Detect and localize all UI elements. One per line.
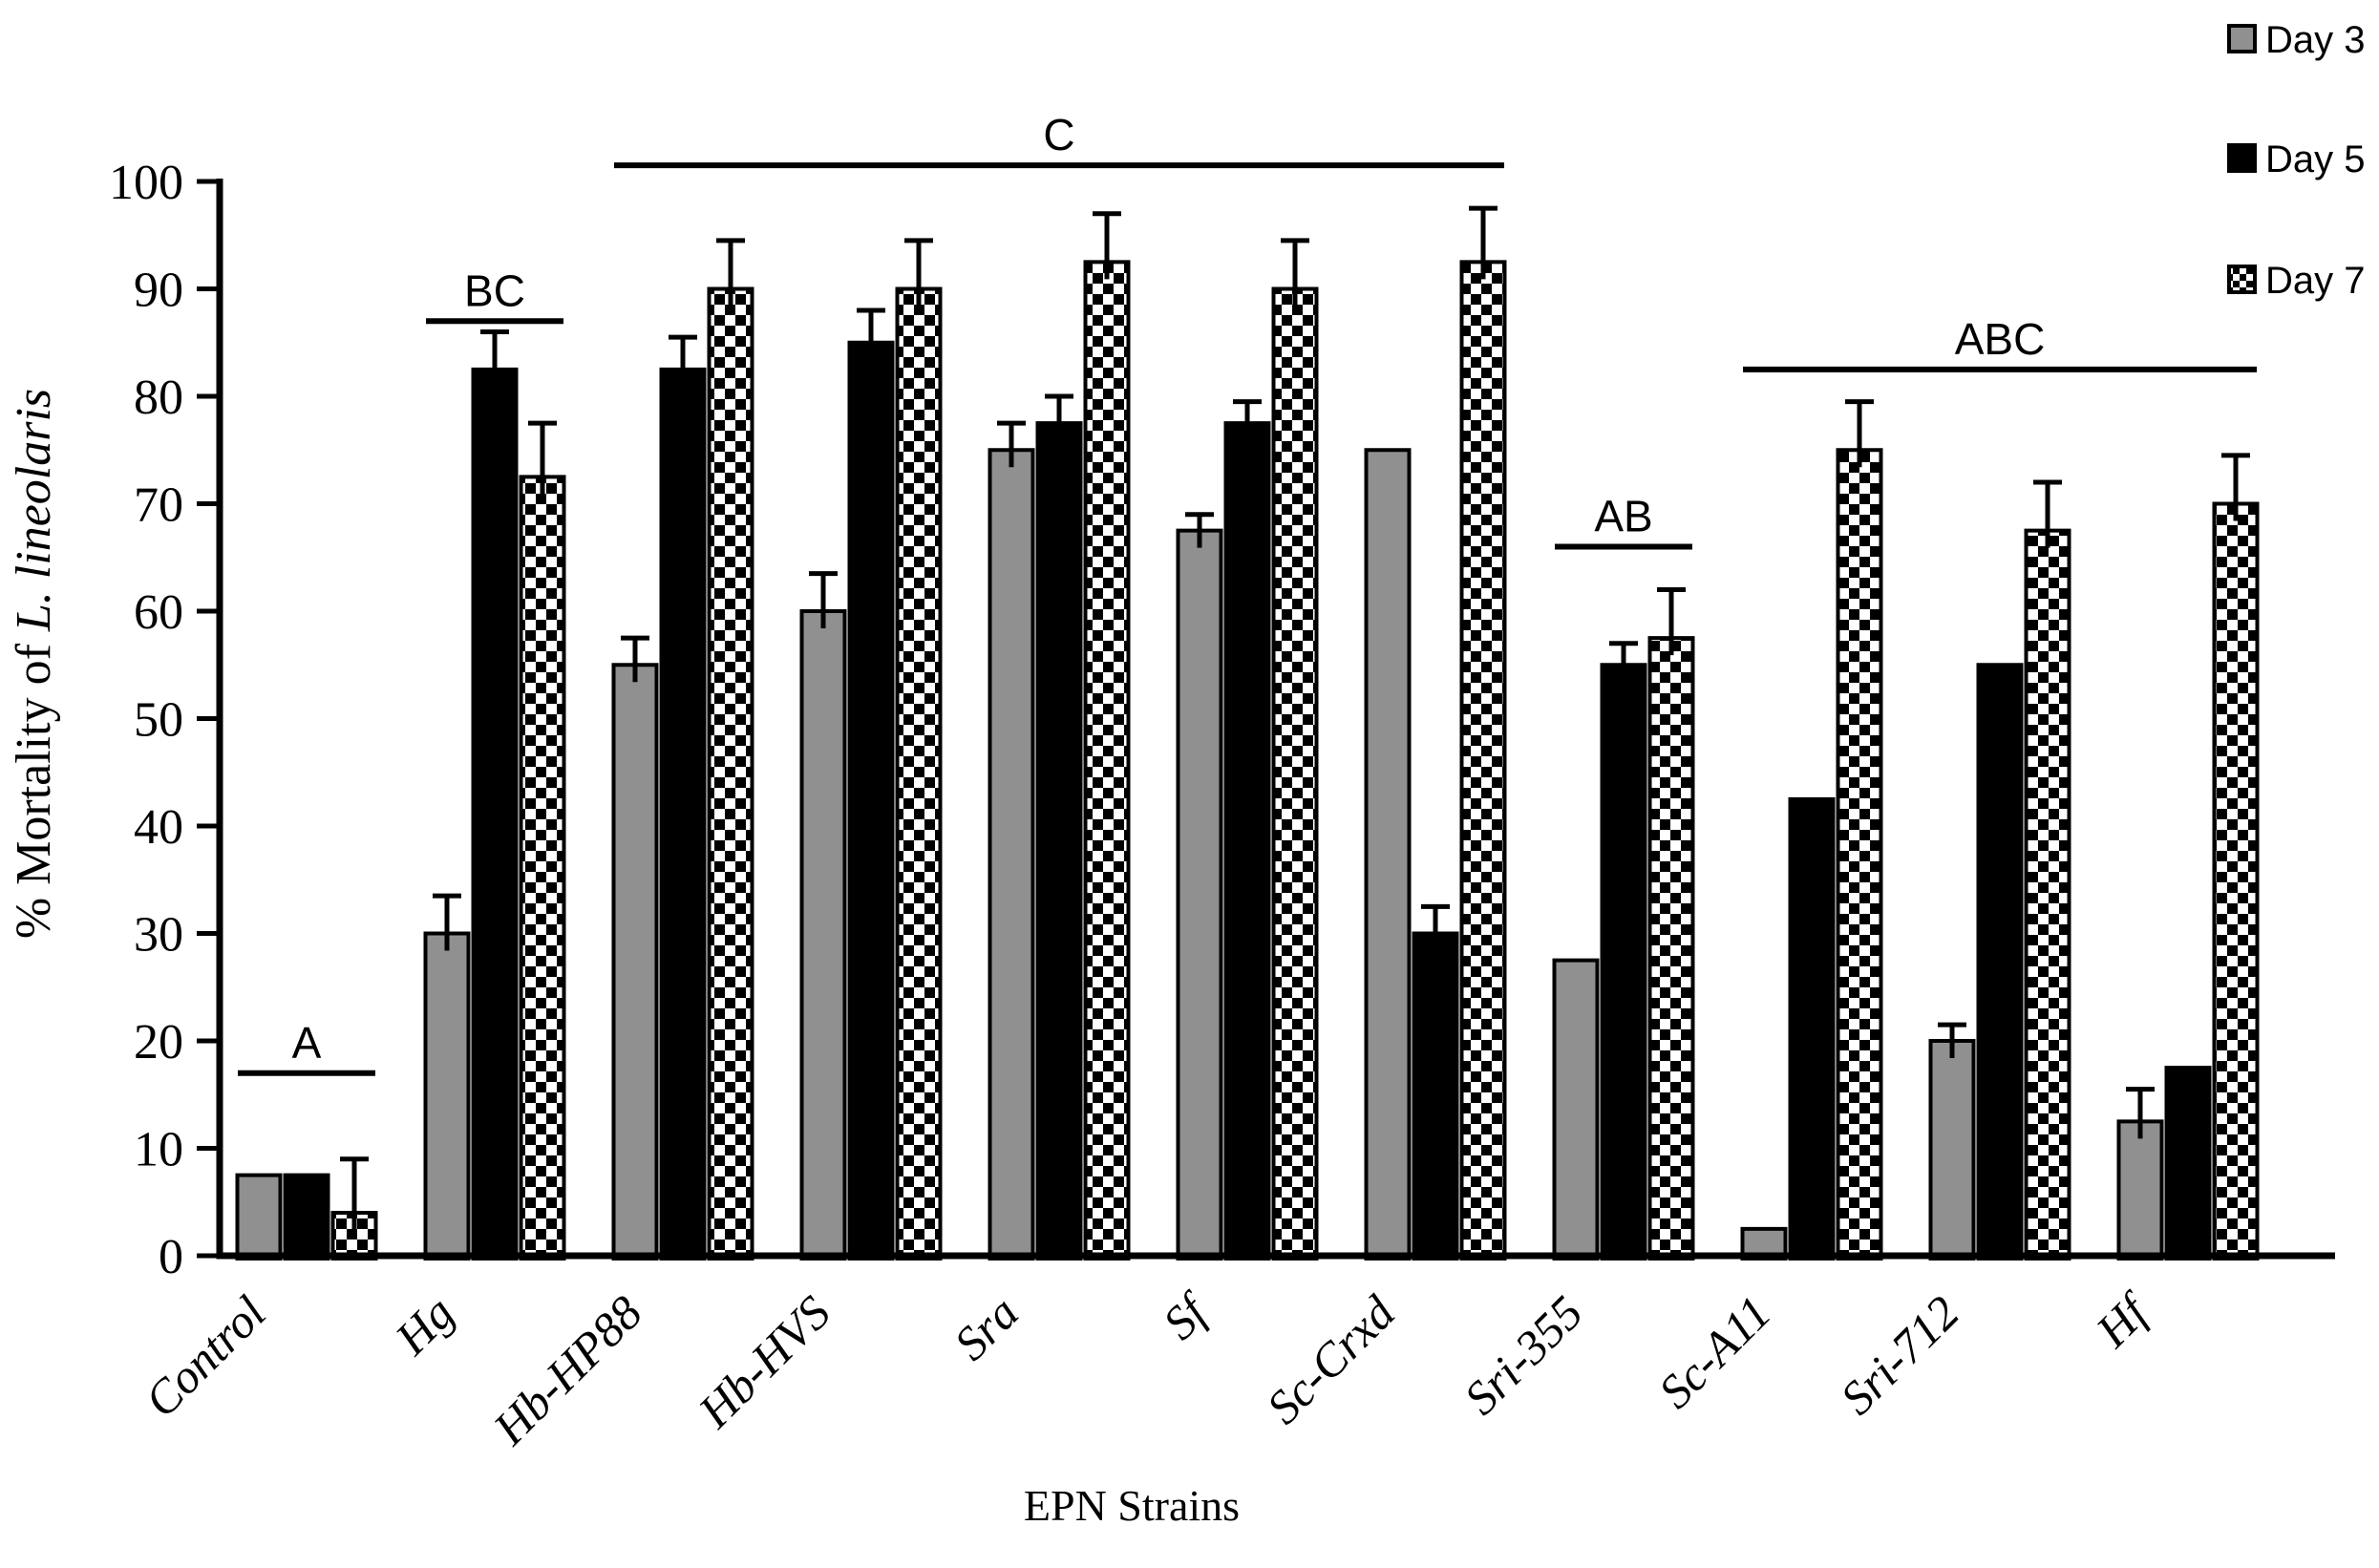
x-category-label-hb-hvs: Hb-HVS xyxy=(688,1285,840,1438)
bar-day7-sri-355 xyxy=(1647,636,1695,1261)
y-tick-label: 80 xyxy=(134,371,183,425)
bar-day7-hg xyxy=(519,475,566,1261)
bar-day5-hf xyxy=(2164,1066,2212,1261)
x-category-label-control: Control xyxy=(134,1285,275,1427)
bar-day3-control xyxy=(235,1173,283,1261)
legend-marker-day7 xyxy=(2227,265,2257,294)
bar-day5-sc-a11 xyxy=(1788,796,1836,1261)
bar-day5-control xyxy=(283,1173,330,1261)
y-tick-label: 30 xyxy=(134,908,183,963)
bar-day7-sf xyxy=(1271,286,1319,1261)
bar-day5-hb-hp88 xyxy=(659,367,707,1261)
bar-day3-hg xyxy=(423,931,471,1261)
bar-day7-hb-hvs xyxy=(895,286,943,1261)
y-tick-label: 20 xyxy=(134,1015,183,1070)
bar-day3-hf xyxy=(2116,1119,2164,1261)
bar-day3-sra xyxy=(988,448,1035,1261)
bar-day3-sri-712 xyxy=(1928,1039,1976,1261)
y-tick-label: 40 xyxy=(134,800,183,855)
bar-day7-sc-a11 xyxy=(1836,448,1883,1261)
y-tick-label: 10 xyxy=(134,1123,183,1177)
significance-label-ab: AB xyxy=(1594,492,1652,541)
bar-day5-sc-crxd xyxy=(1412,931,1459,1261)
legend-label-day5: Day 5 xyxy=(2265,138,2366,180)
bar-day5-sra xyxy=(1035,421,1083,1261)
x-category-label-sf: Sf xyxy=(1153,1282,1221,1349)
y-tick-label: 70 xyxy=(134,478,183,533)
bar-day3-hb-hvs xyxy=(799,609,847,1261)
bar-day5-hg xyxy=(471,367,519,1261)
bar-day7-hf xyxy=(2212,501,2260,1261)
significance-label-c: C xyxy=(1043,110,1074,159)
bar-day3-sf xyxy=(1176,528,1223,1261)
y-tick-label: 90 xyxy=(134,264,183,318)
bar-day7-sc-crxd xyxy=(1459,260,1507,1261)
x-category-label-hg: Hg xyxy=(384,1285,464,1366)
bar-day3-sc-crxd xyxy=(1364,448,1412,1261)
bar-day5-sri-712 xyxy=(1976,663,2024,1261)
x-category-label-hf: Hf xyxy=(2085,1282,2161,1358)
y-tick-label: 0 xyxy=(159,1230,183,1284)
x-category-label-hb-hp88: Hb-HP88 xyxy=(482,1285,652,1455)
bar-day7-hb-hp88 xyxy=(707,286,754,1261)
significance-label-bc: BC xyxy=(464,265,525,315)
legend-label-day7: Day 7 xyxy=(2265,260,2366,302)
y-tick-label: 50 xyxy=(134,693,183,748)
bar-day3-hb-hp88 xyxy=(611,663,659,1261)
bar-day5-hb-hvs xyxy=(847,340,895,1261)
x-axis-title: EPN Strains xyxy=(1024,1481,1240,1530)
bar-day3-sri-355 xyxy=(1552,958,1600,1261)
legend-marker-day5 xyxy=(2227,143,2257,173)
x-category-label-sri-355: Sri-355 xyxy=(1454,1285,1593,1425)
x-category-label-sra: Sra xyxy=(944,1285,1029,1370)
x-category-label-sc-crxd: Sc-Crxd xyxy=(1256,1284,1405,1433)
bar-day5-sri-355 xyxy=(1600,663,1647,1261)
y-axis-title: % Mortality of L. lineolaris xyxy=(7,389,61,939)
y-tick-label: 60 xyxy=(134,585,183,640)
y-tick-label: 100 xyxy=(109,156,183,210)
bar-day7-sra xyxy=(1083,260,1131,1261)
x-category-label-sc-a11: Sc-A11 xyxy=(1648,1285,1781,1418)
significance-label-a: A xyxy=(292,1018,322,1068)
x-category-label-sri-712: Sri-712 xyxy=(1830,1285,1969,1425)
bar-day5-sf xyxy=(1223,421,1271,1261)
legend-marker-day3 xyxy=(2227,24,2257,53)
significance-label-abc: ABC xyxy=(1955,314,2046,364)
bar-day7-sri-712 xyxy=(2024,528,2071,1261)
legend-label-day3: Day 3 xyxy=(2265,19,2366,61)
